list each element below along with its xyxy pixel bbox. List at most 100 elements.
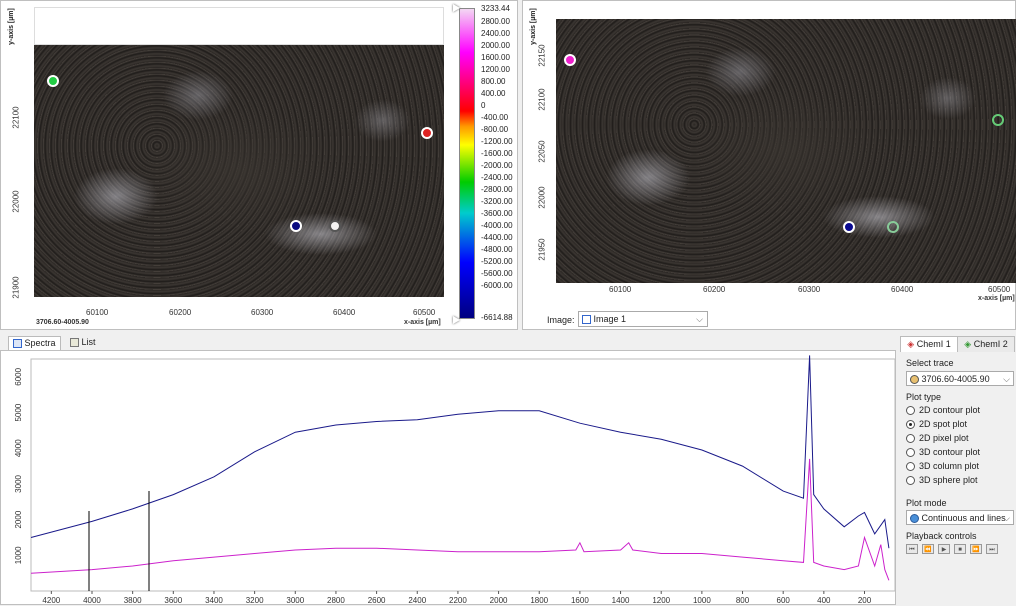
- plot-type-radio[interactable]: 3D contour plot: [906, 445, 980, 459]
- colorbar-label: -2400.00: [481, 173, 513, 182]
- spot-red[interactable]: [421, 127, 433, 139]
- x-tick-label: 4000: [83, 596, 101, 605]
- chemi-tab-bar: ◈ ChemI 1 ◈ ChemI 2: [898, 334, 1016, 353]
- colorbar-bottom-marker[interactable]: [453, 316, 460, 324]
- plot-mode-dropdown[interactable]: Continuous and lines ⌵: [906, 510, 1014, 525]
- rewind-button[interactable]: ⏪: [922, 544, 934, 554]
- x-tick-label: 1600: [571, 596, 589, 605]
- x-tick-label: 3200: [246, 596, 264, 605]
- colorbar-label: -2000.00: [481, 161, 513, 170]
- plot-type-label: 2D spot plot: [919, 419, 968, 429]
- colorbar-label: 2000.00: [481, 41, 510, 50]
- radio-dot: [906, 461, 915, 471]
- x-tick-label: 3000: [286, 596, 304, 605]
- chevron-down-icon: ⌵: [696, 314, 703, 324]
- fast-forward-button[interactable]: ⏩: [970, 544, 982, 554]
- colorbar-label: 3233.44: [481, 4, 510, 13]
- right-y-tick: 22050: [537, 140, 547, 163]
- spectra-panel: 4200 4000 3800 3600 3400 3200 3000 2800 2600 2400…: [0, 350, 896, 605]
- plot-type-radio[interactable]: 3D sphere plot: [906, 473, 980, 487]
- stop-button[interactable]: ■: [954, 544, 966, 554]
- skip-end-button[interactable]: ⏭: [986, 544, 998, 554]
- colorbar-label: -800.00: [481, 125, 509, 134]
- colorbar-label: 400.00: [481, 89, 506, 98]
- plot-mode-icon: [910, 514, 919, 524]
- x-tick-label: 1800: [530, 596, 548, 605]
- x-tick-label: 3800: [124, 596, 142, 605]
- image-select[interactable]: Image 1 ⌵: [578, 311, 708, 327]
- right-microscope-image[interactable]: [556, 19, 1016, 283]
- colorbar-top-marker[interactable]: [453, 4, 460, 12]
- right-y-tick: 22100: [537, 88, 547, 111]
- right-y-tick: 21950: [537, 238, 547, 261]
- left-x-tick: 60300: [251, 308, 274, 317]
- spot-green-outline[interactable]: [992, 114, 1004, 126]
- colorbar-label: 1600.00: [481, 53, 510, 62]
- x-tick-label: 2800: [327, 596, 345, 605]
- spot-green-ghost[interactable]: [887, 221, 899, 233]
- y-tick-label: 6000: [14, 367, 23, 385]
- colorbar-label: -1200.00: [481, 137, 513, 146]
- radio-dot: [906, 475, 915, 485]
- spot-magenta[interactable]: [564, 54, 576, 66]
- left-x-tick: 60100: [86, 308, 109, 317]
- left-microscope-image[interactable]: [34, 45, 444, 297]
- plot-mode-value: Continuous and lines: [921, 513, 1006, 523]
- spectra-chart[interactable]: 4200 4000 3800 3600 3400 3200 3000 2800 2600 2400…: [1, 351, 897, 606]
- spot-white[interactable]: [329, 220, 341, 232]
- x-tick-label: 3600: [164, 596, 182, 605]
- select-trace-dropdown[interactable]: 3706.60-4005.90 ⌵: [906, 371, 1014, 386]
- plot-type-label: 2D pixel plot: [919, 433, 969, 443]
- side-panel: Select trace 3706.60-4005.90 ⌵ Plot type…: [898, 352, 1016, 605]
- radio-dot-selected: [906, 419, 915, 429]
- image-select-label: Image:: [547, 315, 575, 325]
- plot-type-label: 2D contour plot: [919, 405, 981, 415]
- plot-type-label: Plot type: [906, 392, 942, 402]
- left-x-axis-label: x-axis [µm]: [404, 319, 441, 326]
- colorbar-label: 2800.00: [481, 17, 510, 26]
- spot-navy-right[interactable]: [843, 221, 855, 233]
- skip-start-button[interactable]: ⏮: [906, 544, 918, 554]
- diamond-icon: ◈: [907, 339, 915, 349]
- play-button[interactable]: ▶: [938, 544, 950, 554]
- tab-chemi-1[interactable]: ◈ ChemI 1: [900, 336, 958, 353]
- colorbar-label: -4800.00: [481, 245, 513, 254]
- select-trace-label: Select trace: [906, 358, 954, 368]
- spectrum-trace-magenta: [30, 458, 890, 581]
- plot-type-radio[interactable]: 2D contour plot: [906, 403, 980, 417]
- left-image-blank-area: [34, 7, 444, 45]
- right-y-axis-label: y-axis [µm]: [529, 8, 537, 45]
- list-icon: [70, 338, 79, 348]
- colorbar-label: -6000.00: [481, 281, 513, 290]
- right-x-axis-label: x-axis [µm]: [978, 295, 1015, 302]
- x-tick-label: 2400: [408, 596, 426, 605]
- right-x-tick: 60300: [798, 285, 821, 294]
- colorbar-label: -1600.00: [481, 149, 513, 158]
- plot-type-radio[interactable]: 2D pixel plot: [906, 431, 980, 445]
- x-tick-label: 4200: [42, 596, 60, 605]
- plot-type-radio[interactable]: 2D spot plot: [906, 417, 980, 431]
- tab-list-label: List: [81, 337, 96, 347]
- colorbar-label: 800.00: [481, 77, 506, 86]
- tab-chemi-2-label: ChemI 2: [973, 339, 1008, 349]
- colorbar-label: -400.00: [481, 113, 509, 122]
- spot-green[interactable]: [47, 75, 59, 87]
- colorbar-label: -2800.00: [481, 185, 513, 194]
- right-x-tick: 60100: [609, 285, 632, 294]
- tab-chemi-2[interactable]: ◈ ChemI 2: [957, 336, 1015, 353]
- right-image-panel: y-axis [µm] 22150 22100 22050 22000 2195…: [522, 0, 1016, 330]
- image-square-icon: [582, 315, 591, 325]
- left-y-tick: 22000: [11, 190, 21, 213]
- tab-list[interactable]: List: [66, 336, 100, 349]
- playback-label: Playback controls: [906, 531, 977, 541]
- tab-spectra[interactable]: Spectra: [8, 336, 61, 350]
- chevron-down-icon: ⌵: [1003, 374, 1010, 384]
- plot-type-label: 3D column plot: [919, 461, 980, 471]
- spot-navy[interactable]: [290, 220, 302, 232]
- colorbar-label: 0: [481, 101, 486, 110]
- right-x-tick: 60200: [703, 285, 726, 294]
- colorbar-label: -4400.00: [481, 233, 513, 242]
- left-x-tick: 60500: [413, 308, 436, 317]
- colorbar-label: -3200.00: [481, 197, 513, 206]
- plot-type-radio[interactable]: 3D column plot: [906, 459, 980, 473]
